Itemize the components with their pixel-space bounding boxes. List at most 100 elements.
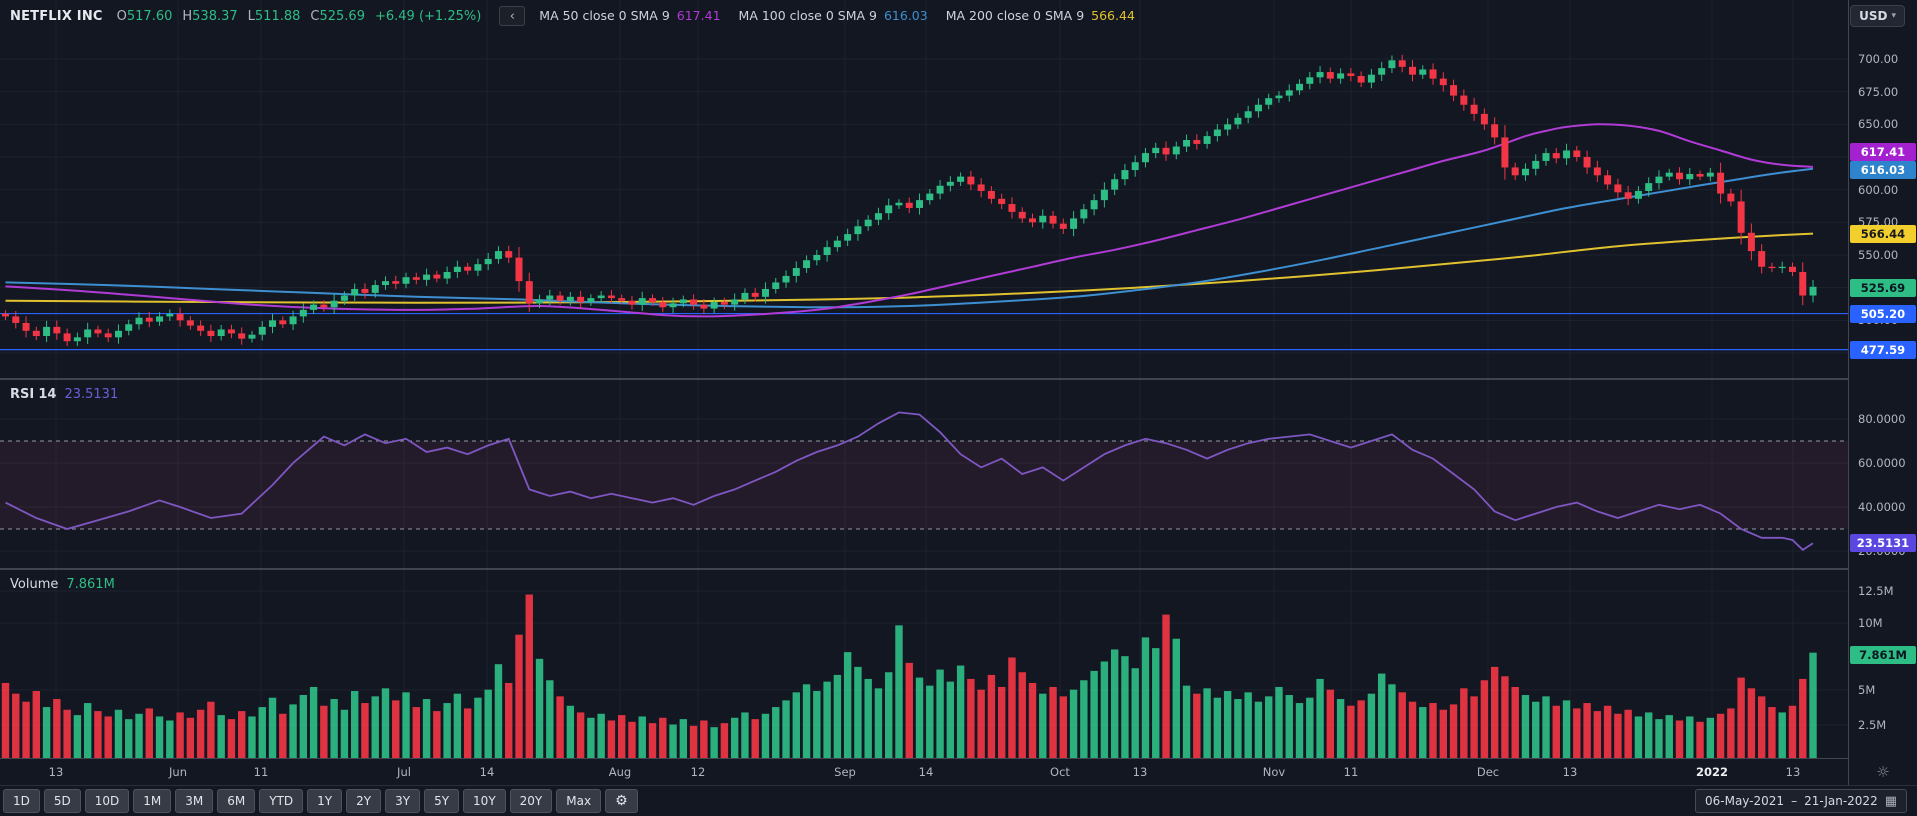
rsi-band <box>0 441 1848 529</box>
time-tick: 13 <box>1562 765 1578 779</box>
ma200-line <box>5 232 1814 304</box>
ma-legend-value: 617.41 <box>676 8 721 23</box>
ohlc-close: C525.69 <box>310 8 365 24</box>
range-button-1y[interactable]: 1Y <box>307 789 343 813</box>
volume-tick: 12.5M <box>1858 584 1894 598</box>
change-value: +6.49 (+1.25%) <box>374 8 482 24</box>
currency-label: USD <box>1859 9 1888 23</box>
time-tick: Nov <box>1262 765 1286 779</box>
ma-legend-label: MA 100 close 0 SMA 9 <box>738 8 877 23</box>
ma100-line <box>5 167 1814 309</box>
ma-legend-label: MA 200 close 0 SMA 9 <box>945 8 1085 23</box>
ma-legend-1[interactable]: MA 100 close 0 SMA 9 616.03 <box>739 8 928 23</box>
chevron-down-icon: ▾ <box>1891 11 1896 21</box>
ma-legend-2[interactable]: MA 200 close 0 SMA 9 566.44 <box>946 8 1135 23</box>
chevron-left-icon: ‹ <box>509 8 515 24</box>
ma-legends: MA 50 close 0 SMA 9 617.41 MA 100 close 0 … <box>539 8 1153 24</box>
price-tick: 675.00 <box>1858 85 1899 99</box>
time-tick: Dec <box>1476 765 1500 779</box>
time-tick: 11 <box>1343 765 1359 779</box>
range-button-5y[interactable]: 5Y <box>424 789 460 813</box>
calendar-icon: ▦ <box>1884 793 1897 809</box>
rsi-param: 14 <box>38 387 57 402</box>
bottom-toolbar: 1D 5D 10D 1M 3M 6M YTD 1Y 2Y 3Y 5Y 10Y 20Y Max ⚙ 06-Ma… <box>0 785 1917 816</box>
axis-settings-corner[interactable]: ☼ <box>1848 758 1917 785</box>
rsi-value-badge: 23.5131 <box>1850 534 1916 552</box>
candles <box>2 54 1817 347</box>
currency-dropdown[interactable]: USD ▾ <box>1850 5 1905 27</box>
range-button-1m[interactable]: 1M <box>133 789 172 813</box>
time-tick: Oct <box>1050 765 1070 779</box>
time-tick: 13 <box>48 765 64 779</box>
time-tick: 13 <box>1132 765 1148 779</box>
rsi-name: RSI <box>10 387 35 402</box>
time-tick: 2022 <box>1695 765 1728 779</box>
rsi-tick: 40.0000 <box>1858 500 1906 514</box>
symbol-title: NETFLIX INC <box>10 8 103 24</box>
time-tick: 14 <box>918 765 934 779</box>
ma-legend-value: 616.03 <box>883 8 928 23</box>
ma-legend-value: 566.44 <box>1091 8 1135 23</box>
price-axis[interactable]: 700.00675.00650.00600.00575.00550.00500.… <box>1848 0 1917 785</box>
rsi-value: 23.5131 <box>64 387 119 402</box>
sun-icon: ☼ <box>1876 762 1890 781</box>
volume-value: 7.861M <box>66 577 115 592</box>
time-tick: Sep <box>834 765 856 779</box>
range-button-3y[interactable]: 3Y <box>385 789 421 813</box>
range-button-2y[interactable]: 2Y <box>346 789 382 813</box>
gear-icon[interactable]: ⚙ <box>605 789 638 813</box>
ma50-value-badge: 617.41 <box>1850 143 1916 161</box>
time-tick: 13 <box>1785 765 1801 779</box>
time-tick: Jun <box>169 765 187 779</box>
ma100-value-badge: 616.03 <box>1850 161 1916 179</box>
volume-tick: 2.5M <box>1858 718 1887 732</box>
date-range-picker[interactable]: 06-May-2021 – 21-Jan-2022 ▦ <box>1694 789 1907 813</box>
rsi-tick: 80.0000 <box>1858 412 1906 426</box>
range-button-10d[interactable]: 10D <box>84 789 130 813</box>
volume-tick: 5M <box>1858 683 1876 697</box>
ma-legend-label: MA 50 close 0 SMA 9 <box>539 8 670 23</box>
collapse-legend-button[interactable]: ‹ <box>499 6 526 26</box>
last-price-badge: 525.69 <box>1850 279 1916 297</box>
date-to: 21-Jan-2022 <box>1804 794 1878 808</box>
ohlc-low: L511.88 <box>247 8 301 24</box>
price-tick: 700.00 <box>1858 52 1899 66</box>
time-tick: Jul <box>397 765 411 779</box>
time-axis[interactable]: 13 Jun 11 Jul 14 Aug 12 Sep 14 Oct 13 Nov 11 Dec 13 202… <box>0 758 1848 785</box>
ma-legend-0[interactable]: MA 50 close 0 SMA 9 617.41 <box>539 8 720 23</box>
price-tick: 650.00 <box>1858 117 1899 131</box>
price-line-2-badge: 477.59 <box>1850 341 1916 359</box>
price-tick: 550.00 <box>1858 248 1899 262</box>
time-tick: Aug <box>608 765 632 779</box>
rsi-tick: 60.0000 <box>1858 456 1906 470</box>
price-line-1-badge: 505.20 <box>1850 305 1916 323</box>
range-button-3m[interactable]: 3M <box>175 789 214 813</box>
ma50-line <box>5 123 1814 318</box>
volume-value-badge: 7.861M <box>1850 646 1916 664</box>
time-tick: 14 <box>479 765 495 779</box>
main-chart[interactable] <box>0 0 1848 758</box>
range-button-20y[interactable]: 20Y <box>509 789 553 813</box>
volume-tick: 10M <box>1858 616 1883 630</box>
ma200-value-badge: 566.44 <box>1850 225 1916 243</box>
chart-header: NETFLIX INC O517.60 H538.37 L511.88 C525… <box>0 0 1848 32</box>
volume-bars <box>1 594 1817 758</box>
range-button-5d[interactable]: 5D <box>43 789 81 813</box>
rsi-line <box>5 411 1814 552</box>
date-separator: – <box>1791 794 1798 808</box>
date-from: 06-May-2021 <box>1704 794 1785 808</box>
range-button-max[interactable]: Max <box>556 789 602 813</box>
ohlc-open: O517.60 <box>116 8 173 24</box>
price-tick: 600.00 <box>1858 183 1899 197</box>
range-button-10y[interactable]: 10Y <box>463 789 506 813</box>
volume-legend: Volume 7.861M <box>10 577 115 592</box>
range-button-6m[interactable]: 6M <box>217 789 256 813</box>
range-button-1d[interactable]: 1D <box>3 789 40 813</box>
volume-name: Volume <box>10 577 59 592</box>
range-button-ytd[interactable]: YTD <box>259 789 304 813</box>
time-tick: 12 <box>690 765 706 779</box>
ohlc-high: H538.37 <box>182 8 238 24</box>
time-tick: 11 <box>253 765 269 779</box>
rsi-legend: RSI 14 23.5131 <box>10 387 118 402</box>
